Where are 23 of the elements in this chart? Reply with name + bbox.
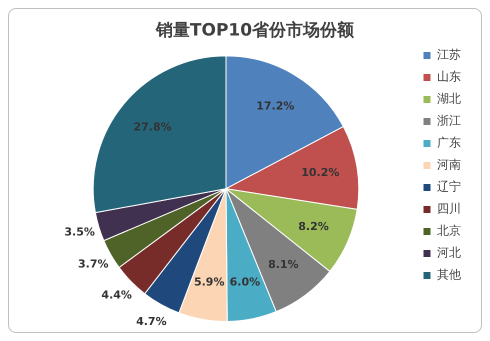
legend-label: 广东 (437, 136, 461, 150)
data-label: 8.2% (298, 220, 329, 234)
data-label: 10.2% (301, 166, 340, 179)
data-label: 27.8% (133, 120, 172, 134)
legend-label: 江苏 (437, 48, 461, 62)
data-label: 5.9% (194, 276, 224, 289)
legend-label: 其他 (437, 268, 461, 282)
legend-label: 河南 (437, 158, 461, 172)
legend-label: 浙江 (437, 114, 461, 128)
legend-label: 山东 (437, 70, 461, 84)
legend-label: 湖北 (437, 92, 461, 106)
legend-label: 河北 (437, 246, 461, 260)
legend-label: 四川 (437, 202, 461, 216)
data-label: 4.4% (101, 288, 132, 302)
data-label: 3.7% (78, 257, 109, 270)
data-label: 3.5% (64, 225, 95, 238)
legend-label: 北京 (437, 224, 461, 238)
data-label: 4.7% (136, 314, 167, 328)
data-label: 17.2% (256, 100, 294, 113)
data-label: 8.1% (268, 258, 299, 272)
chart-title: 销量TOP10省份市场份额 (154, 20, 356, 41)
data-label: 6.0% (230, 275, 260, 288)
legend-label: 辽宁 (437, 180, 461, 194)
